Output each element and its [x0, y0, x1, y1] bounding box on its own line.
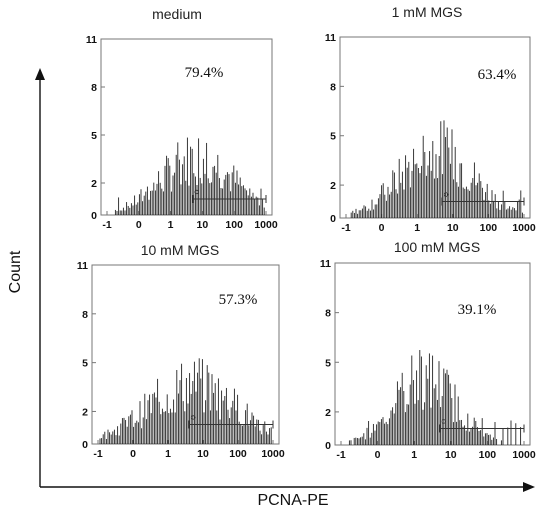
x-tick-label: 0	[130, 448, 136, 460]
panel-title: 10 mM MGS	[141, 242, 220, 258]
x-tick-label: 1	[414, 222, 420, 234]
y-tick-label: 0	[330, 213, 336, 225]
x-tick-label: 100	[479, 449, 497, 461]
histogram-bars	[99, 358, 272, 444]
y-tick-label: 5	[325, 357, 331, 369]
x-tick-label: 100	[229, 448, 247, 460]
x-tick-label: 100	[480, 222, 498, 234]
y-tick-label: 11	[320, 258, 331, 270]
outer-x-arrow	[523, 482, 535, 492]
outer-y-arrow	[35, 68, 45, 80]
y-tick-label: 2	[82, 406, 88, 418]
x-tick-label: -1	[341, 222, 350, 234]
x-tick-label: 0	[136, 219, 142, 231]
plot-frame	[100, 38, 273, 216]
y-tick-label: 2	[325, 407, 331, 419]
histogram-bars	[348, 350, 522, 445]
outer-axes: Count PCNA-PE	[7, 68, 535, 509]
x-tick-label: 0	[379, 222, 385, 234]
gate-marker	[190, 415, 196, 420]
y-tick-label: 8	[82, 309, 88, 321]
plot-frame	[339, 36, 531, 219]
x-tick-label: 1	[411, 449, 417, 461]
x-tick-label: -1	[336, 449, 345, 461]
plot-frame	[91, 264, 280, 445]
x-tick-label: 100	[225, 219, 243, 231]
outer-x-label: PCNA-PE	[257, 492, 328, 509]
y-tick-label: 2	[330, 180, 336, 192]
x-tick-label: 1	[168, 219, 174, 231]
x-tick-label: 10	[197, 448, 209, 460]
x-tick-label: -1	[93, 448, 102, 460]
y-tick-label: 5	[91, 130, 97, 142]
histogram-plot: 0 2 5 8 11 -1 0 1 10 100 1000	[77, 260, 285, 460]
x-tick-label: 10	[447, 222, 459, 234]
x-tick-label: 1000	[512, 449, 536, 461]
y-tick-label: 8	[325, 308, 331, 320]
panel-medium: medium 79.4% 0 2 5 8 11 -1 0 1 10 100 1000	[86, 6, 278, 231]
histogram-plot: 0 2 5 8 11 -1 0 1 10 100 1000	[325, 32, 536, 234]
x-tick-label: 1000	[512, 222, 536, 234]
y-tick-label: 8	[330, 81, 336, 93]
x-tick-label: 0	[375, 449, 381, 461]
gate-marker	[194, 189, 200, 195]
panel-1mm-mgs: 1 mM MGS 63.4% 0 2 5 8 11 -1 0 1 10 100 1000	[325, 4, 536, 234]
percent-annotation: 57.3%	[219, 292, 258, 308]
panel-100mm-mgs: 100 mM MGS 39.1% 0 2 5 8 11 -1 0 1 10 100 1000	[320, 239, 536, 461]
histogram-plot: 0 2 5 8 11 -1 0 1 10 100 1000	[86, 34, 278, 231]
x-tick-label: 1000	[254, 219, 278, 231]
y-tick-label: 0	[82, 439, 88, 451]
histogram-bars	[350, 120, 523, 218]
x-tick-label: 10	[445, 449, 457, 461]
panel-title: medium	[152, 6, 202, 22]
y-tick-label: 8	[91, 82, 97, 94]
x-tick-label: 1	[165, 448, 171, 460]
x-tick-label: 1000	[261, 448, 285, 460]
y-tick-label: 0	[91, 210, 97, 222]
percent-annotation: 63.4%	[478, 67, 517, 83]
histogram-bars	[114, 137, 265, 215]
y-tick-label: 11	[325, 32, 336, 44]
gate-marker	[443, 192, 449, 197]
panel-title: 1 mM MGS	[392, 4, 463, 20]
y-tick-label: 2	[91, 178, 97, 190]
y-tick-label: 5	[330, 131, 336, 143]
panel-10mm-mgs: 10 mM MGS 57.3% 0 2 5 8 11 -1 0 1 10 100 1000	[77, 242, 285, 460]
percent-annotation: 79.4%	[185, 65, 224, 81]
histogram-plot: 0 2 5 8 11 -1 0 1 10 100 1000	[320, 258, 536, 461]
y-tick-label: 11	[86, 34, 97, 46]
y-tick-label: 11	[77, 260, 88, 272]
outer-y-label: Count	[7, 250, 24, 293]
percent-annotation: 39.1%	[458, 302, 497, 318]
x-tick-label: -1	[102, 219, 111, 231]
panel-title: 100 mM MGS	[394, 239, 480, 255]
gate-marker	[441, 419, 446, 424]
x-tick-label: 10	[197, 219, 209, 231]
y-tick-label: 5	[82, 358, 88, 370]
y-tick-label: 0	[325, 440, 331, 452]
